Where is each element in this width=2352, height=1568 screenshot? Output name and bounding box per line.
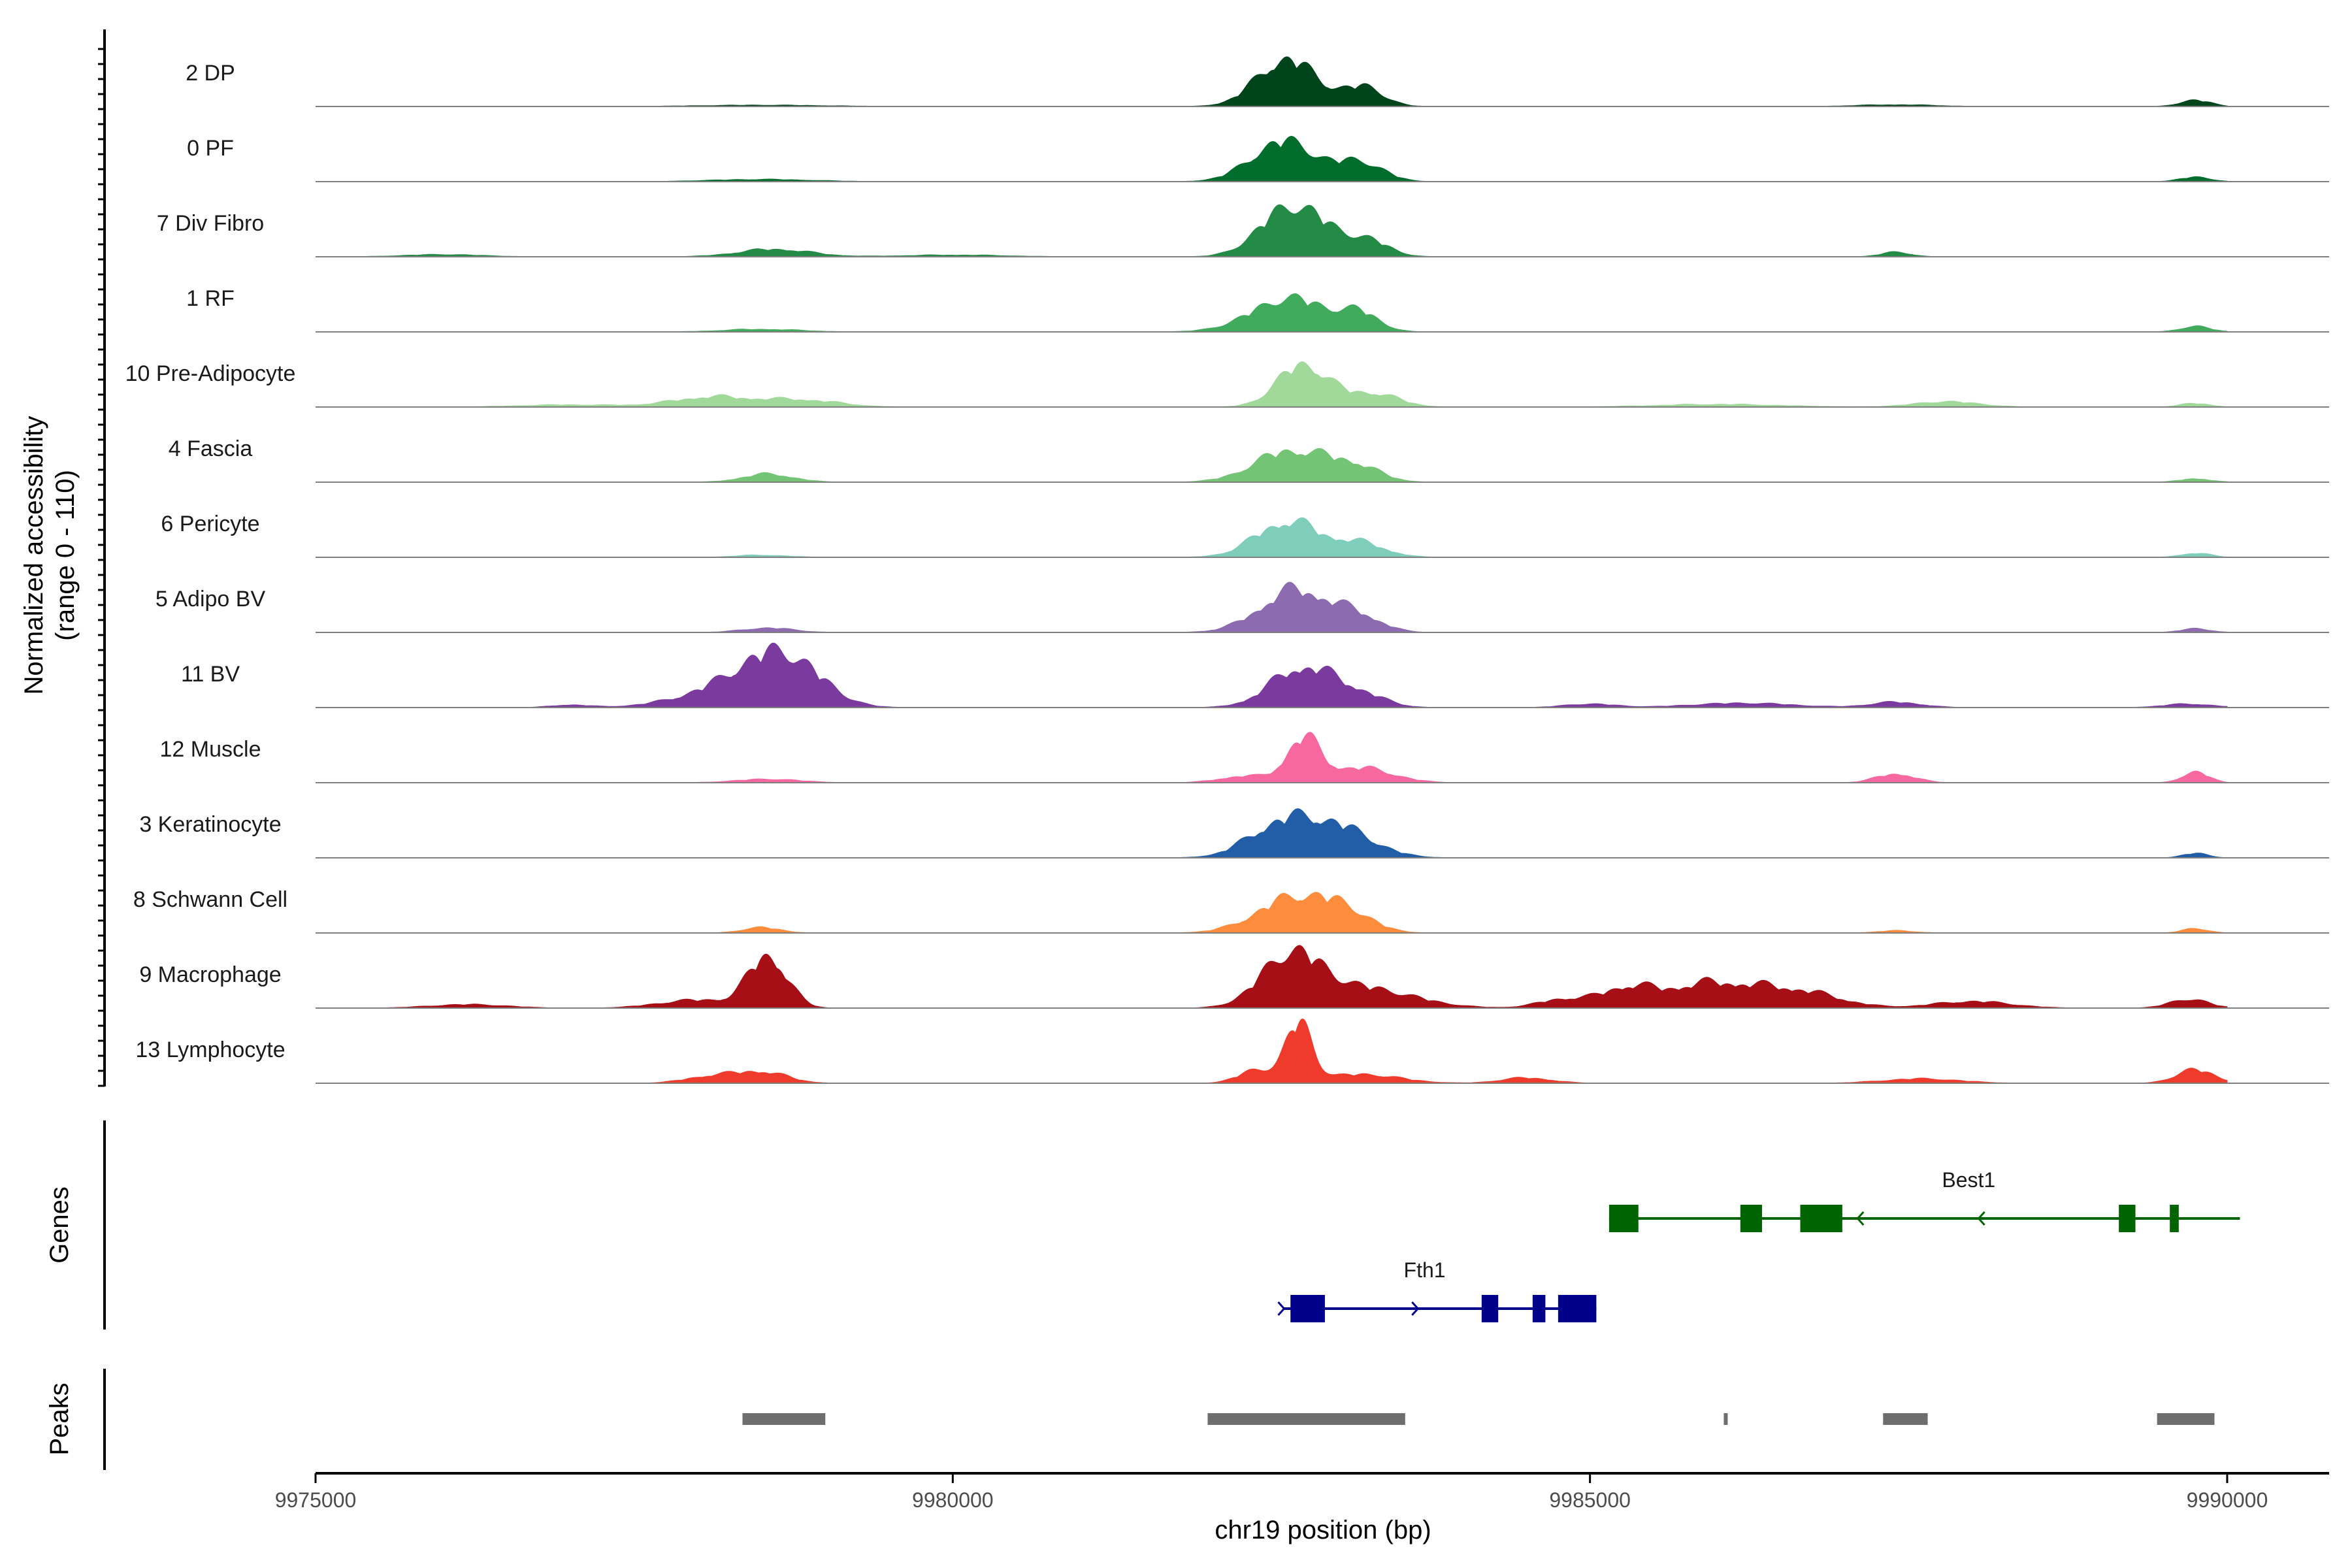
track-12-label: 9 Macrophage — [139, 962, 281, 987]
track-3: 1 RF — [186, 286, 2329, 333]
track-10-coverage-area — [316, 808, 2227, 858]
x-tick-label-1: 9980000 — [912, 1488, 994, 1512]
gene-Fth1-label: Fth1 — [1404, 1258, 1446, 1282]
genes-panel-label: Genes — [45, 1186, 74, 1264]
y-axis — [98, 29, 106, 1087]
x-axis: 9975000 9980000 9985000 9990000 — [275, 1472, 2329, 1512]
gene-Best1-exon-3 — [2119, 1205, 2136, 1232]
peak-region-3 — [1883, 1413, 1928, 1425]
track-9: 12 Muscle — [160, 732, 2329, 783]
gene-Fth1: Fth1 — [1277, 1258, 1597, 1322]
track-8-coverage-area — [316, 642, 2228, 708]
track-4-label: 10 Pre-Adipocyte — [125, 361, 296, 386]
x-tick-label-2: 9985000 — [1549, 1488, 1631, 1512]
y-axis-title-line1: Normalized accessibility — [20, 416, 48, 695]
track-11-label: 8 Schwann Cell — [133, 887, 287, 912]
y-axis-title-line2: (range 0 - 110) — [51, 470, 80, 641]
track-3-coverage-area — [316, 293, 2228, 333]
track-12-coverage-area — [316, 945, 2228, 1009]
gene-Fth1-exon-3 — [1558, 1295, 1597, 1322]
track-13: 13 Lymphocyte — [135, 1018, 2329, 1084]
peak-region-0 — [742, 1413, 826, 1425]
track-1-label: 0 PF — [187, 136, 234, 161]
gene-Fth1-strand-arrow-1 — [1411, 1301, 1420, 1316]
track-2: 7 Div Fibro — [157, 204, 2329, 257]
peaks-panel-label: Peaks — [45, 1382, 74, 1455]
track-9-coverage-area — [316, 732, 2228, 783]
track-1: 0 PF — [187, 135, 2329, 182]
track-12: 9 Macrophage — [139, 945, 2329, 1009]
track-4-coverage-area — [316, 361, 2228, 408]
track-7: 5 Adipo BV — [155, 581, 2329, 633]
track-3-label: 1 RF — [186, 286, 235, 311]
track-13-label: 13 Lymphocyte — [135, 1037, 285, 1062]
track-6-coverage-area — [316, 517, 2228, 558]
peak-regions-track — [742, 1413, 2215, 1425]
peak-region-1 — [1207, 1413, 1405, 1425]
track-11-coverage-area — [316, 892, 2227, 934]
track-5-coverage-area — [316, 448, 2228, 483]
x-tick-label-3: 9990000 — [2187, 1488, 2268, 1512]
gene-Best1-exon-2 — [1800, 1205, 1842, 1232]
peak-region-4 — [2157, 1413, 2215, 1425]
track-2-label: 7 Div Fibro — [157, 211, 264, 236]
track-5: 4 Fascia — [169, 436, 2329, 483]
track-9-label: 12 Muscle — [160, 737, 261, 762]
gene-Best1-strand-arrow-1 — [1977, 1211, 1985, 1226]
track-10: 3 Keratinocyte — [139, 808, 2329, 858]
gene-Fth1-strand-arrow-0 — [1277, 1301, 1286, 1316]
track-7-coverage-area — [316, 581, 2228, 633]
gene-Best1: Best1 — [1609, 1168, 2240, 1232]
track-1-coverage-area — [316, 135, 2228, 182]
track-2-coverage-area — [316, 204, 2227, 257]
gene-Best1-exon-4 — [2170, 1205, 2179, 1232]
track-10-label: 3 Keratinocyte — [139, 812, 281, 837]
track-8: 11 BV — [181, 642, 2329, 708]
track-0-coverage-area — [316, 56, 2228, 107]
track-11: 8 Schwann Cell — [133, 887, 2329, 934]
track-13-coverage-area — [316, 1018, 2228, 1084]
track-4: 10 Pre-Adipocyte — [125, 361, 2329, 408]
gene-Fth1-exon-1 — [1481, 1295, 1499, 1322]
track-6: 6 Pericyte — [161, 512, 2329, 558]
peak-region-2 — [1723, 1413, 1728, 1425]
gene-Best1-strand-arrow-0 — [1856, 1211, 1865, 1226]
track-0-label: 2 DP — [186, 61, 235, 86]
gene-Best1-exon-0 — [1609, 1205, 1639, 1232]
track-5-label: 4 Fascia — [169, 436, 253, 461]
track-6-label: 6 Pericyte — [161, 512, 259, 536]
track-0: 2 DP — [186, 56, 2329, 107]
gene-Best1-exon-1 — [1740, 1205, 1762, 1232]
gene-Best1-label: Best1 — [1942, 1168, 1995, 1192]
gene-annotation-track: Best1 Fth1 — [1277, 1168, 2240, 1322]
gene-Fth1-exon-2 — [1532, 1295, 1546, 1322]
coverage-tracks: 2 DP 0 PF 7 Div Fibro 1 RF 10 Pre-Adipocyte 4… — [125, 56, 2329, 1084]
track-8-label: 11 BV — [181, 662, 240, 687]
track-7-label: 5 Adipo BV — [155, 587, 266, 612]
x-axis-title: chr19 position (bp) — [1215, 1516, 1431, 1544]
gene-Fth1-exon-0 — [1290, 1295, 1325, 1322]
x-tick-label-0: 9975000 — [275, 1488, 357, 1512]
